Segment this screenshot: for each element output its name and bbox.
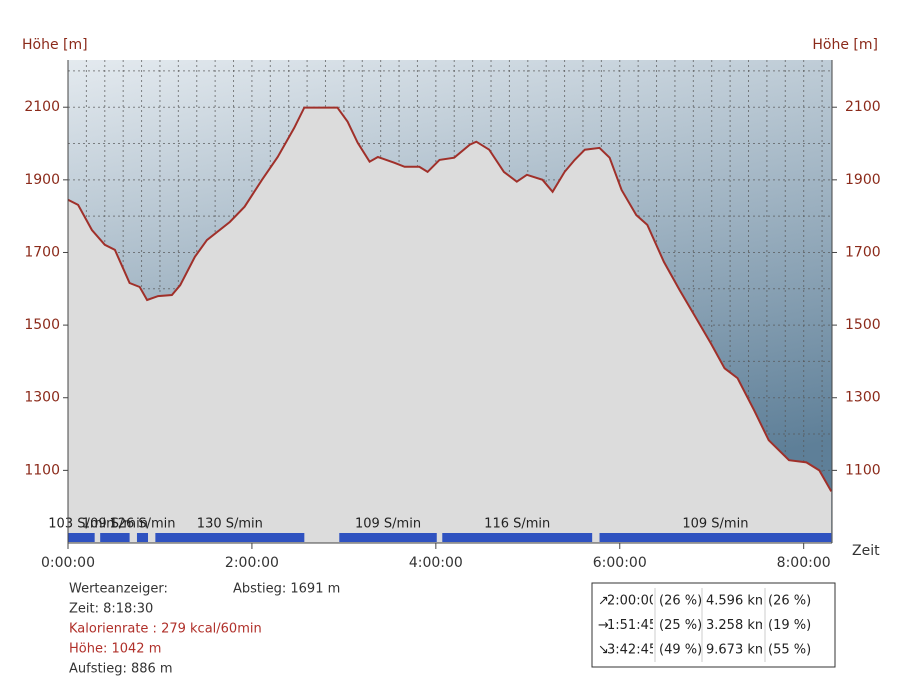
summary-cell: (19 %) — [768, 618, 811, 633]
summary-cell: 3:42:45 — [607, 643, 657, 658]
pace-segment — [339, 533, 437, 542]
x-tick-label: 8:00:00 — [777, 555, 831, 571]
x-tick-label: 6:00:00 — [593, 555, 647, 571]
x-tick-label: 0:00:00 — [41, 555, 95, 571]
y2-tick-label: 1500 — [845, 317, 881, 333]
summary-box — [591, 582, 836, 668]
y-tick-label: 2100 — [24, 99, 60, 115]
y2-tick-label: 2100 — [845, 99, 881, 115]
y-tick-label: 1700 — [24, 244, 60, 260]
y2-tick-label: 1900 — [845, 172, 881, 188]
y2-tick-label: 1700 — [845, 244, 881, 260]
info-text: Kalorienrate : 279 kcal/60min — [69, 622, 262, 637]
y2-tick-label: 1300 — [845, 390, 881, 406]
summary-cell: → — [598, 618, 609, 633]
summary-cell: (49 %) — [659, 643, 702, 658]
y2-axis-label: Höhe [m] — [812, 37, 878, 53]
summary-cell: 4.596 km — [706, 594, 768, 609]
summary-cell: ↗ — [598, 594, 609, 609]
pace-label: 116 S/min — [484, 517, 550, 532]
pace-label: 103 S/min — [48, 517, 114, 532]
x-tick-label: 4:00:00 — [409, 555, 463, 571]
pace-label: 130 S/min — [197, 517, 263, 532]
summary-cell: 1:51:45 — [607, 618, 657, 633]
y-tick-label: 1900 — [24, 172, 60, 188]
pace-segment — [442, 533, 593, 542]
pace-segment — [136, 533, 149, 542]
pace-segment — [599, 533, 832, 542]
summary-cell: 2:00:00 — [607, 594, 657, 609]
y-tick-label: 1500 — [24, 317, 60, 333]
y-tick-label: 1100 — [24, 462, 60, 478]
info-text: Höhe: 1042 m — [69, 642, 161, 657]
summary-cell: (26 %) — [768, 594, 811, 609]
pace-label: 109 S/min — [82, 517, 148, 532]
pace-label: 126 S/min — [109, 517, 175, 532]
info-text: Zeit: 8:18:30 — [69, 602, 153, 617]
pace-label: 109 S/min — [682, 517, 748, 532]
elevation-line — [68, 106, 832, 492]
y-axis-label: Höhe [m] — [22, 37, 88, 53]
pace-segment — [155, 533, 305, 542]
pace-segment — [68, 533, 95, 542]
y2-tick-label: 1100 — [845, 462, 881, 478]
summary-cell: ↘ — [598, 643, 609, 658]
info-text: Aufstieg: 886 m — [69, 662, 173, 677]
summary-cell: 3.258 km — [706, 618, 768, 633]
summary-cell: (25 %) — [659, 618, 702, 633]
info-text: Werteanzeiger: — [69, 582, 168, 597]
info-text: Abstieg: 1691 m — [233, 582, 340, 597]
summary-cell: (26 %) — [659, 594, 702, 609]
area-fill — [68, 107, 832, 543]
x-tick-label: 2:00:00 — [225, 555, 279, 571]
summary-cell: 9.673 km — [706, 643, 768, 658]
pace-segment — [100, 533, 130, 542]
summary-cell: (55 %) — [768, 643, 811, 658]
x-axis-label: Zeit — [852, 543, 880, 559]
pace-label: 109 S/min — [355, 517, 421, 532]
y-tick-label: 1300 — [24, 390, 60, 406]
